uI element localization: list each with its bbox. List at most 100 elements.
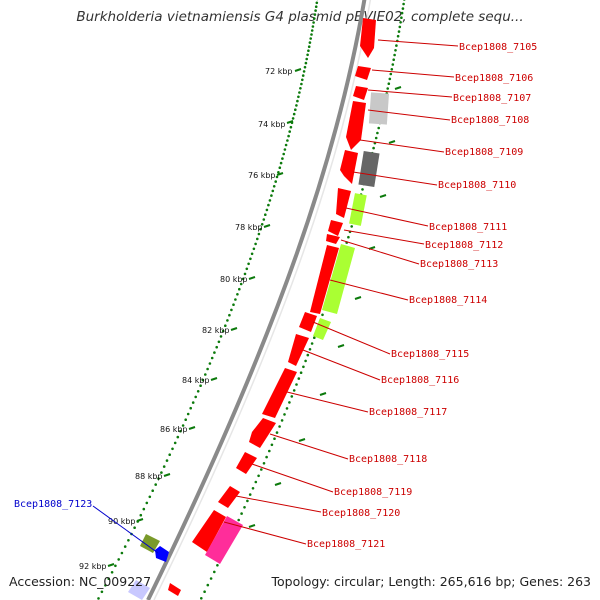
ruler-dot xyxy=(304,61,308,65)
gene-arrow-7121[interactable] xyxy=(192,510,226,552)
gene-label-7123[interactable]: Bcep1808_7123 xyxy=(14,499,92,510)
ruler-dot xyxy=(304,359,307,363)
gene-box-lavender[interactable] xyxy=(128,580,150,600)
gene-arrow-7119[interactable] xyxy=(236,452,257,474)
ruler-dot xyxy=(194,395,197,399)
gene-arrow-7116[interactable] xyxy=(288,334,309,366)
leader-7119 xyxy=(251,463,334,493)
ruler-dot xyxy=(249,257,252,261)
gene-arrow-7120[interactable] xyxy=(218,486,240,508)
ruler-dot xyxy=(298,91,301,94)
gene-label-7105[interactable]: Bcep1808_7105 xyxy=(459,42,537,53)
ruler-dot xyxy=(314,9,317,12)
gene-arrow-7118[interactable] xyxy=(249,418,276,448)
ruler-dot xyxy=(306,353,310,357)
ruler-dot xyxy=(387,82,391,85)
gene-arrow-7123-blue[interactable] xyxy=(155,546,169,562)
ruler-dot xyxy=(168,453,171,457)
gene-label-7109[interactable]: Bcep1808_7109 xyxy=(445,147,523,158)
ruler-tick xyxy=(294,68,302,72)
gene-box-lime-small[interactable] xyxy=(349,193,367,226)
ruler-dot xyxy=(104,584,107,587)
ruler-dot xyxy=(394,49,397,52)
ruler-dot xyxy=(228,313,231,317)
gene-arrow-7110[interactable] xyxy=(336,188,351,218)
ruler-dot xyxy=(397,30,401,33)
gene-arrow-7107[interactable] xyxy=(353,86,368,100)
gene-arrow-7114[interactable] xyxy=(310,245,339,314)
gene-box-gray-dark[interactable] xyxy=(358,150,380,188)
ruler-dot xyxy=(262,462,266,465)
ruler-dot xyxy=(294,108,297,111)
gene-label-7118[interactable]: Bcep1808_7118 xyxy=(349,454,427,465)
gene-arrow-7113[interactable] xyxy=(326,234,340,244)
gene-label-7120[interactable]: Bcep1808_7120 xyxy=(322,508,400,519)
ruler-dot xyxy=(199,384,202,388)
gene-arrow-7115[interactable] xyxy=(299,312,317,332)
gene-box-olive[interactable] xyxy=(140,534,160,553)
leader-7115 xyxy=(312,321,391,355)
ruler-dot xyxy=(284,143,288,147)
ruler-dot xyxy=(189,406,192,410)
tick-label-92kbp: 92 kbp xyxy=(79,562,107,571)
ruler-dot xyxy=(310,342,314,345)
ruler-dot xyxy=(245,267,249,271)
ruler-dot xyxy=(279,161,283,165)
gene-box-lime-large[interactable] xyxy=(322,244,355,314)
ruler-dot xyxy=(313,336,316,340)
gene-label-7111[interactable]: Bcep1808_7111 xyxy=(429,222,507,233)
ruler-dot xyxy=(278,425,281,428)
ruler-dot xyxy=(201,378,205,382)
ruler-tick xyxy=(263,224,271,228)
ruler-dot xyxy=(114,564,117,568)
gene-label-7114[interactable]: Bcep1808_7114 xyxy=(409,295,487,306)
ruler-dot xyxy=(213,570,216,574)
ruler-dot xyxy=(403,0,406,1)
plasmid-backbone xyxy=(146,0,372,600)
ruler-tick xyxy=(163,473,171,477)
leader-7117 xyxy=(286,391,369,413)
ruler-dot xyxy=(232,303,235,307)
leader-7114 xyxy=(329,279,409,301)
leader-7121 xyxy=(223,521,307,545)
ruler-dot xyxy=(282,152,286,156)
leader-7109 xyxy=(359,139,445,153)
gene-label-7108[interactable]: Bcep1808_7108 xyxy=(451,115,529,126)
ruler-dot xyxy=(302,365,305,369)
leader-7111 xyxy=(345,207,429,227)
gene-label-7119[interactable]: Bcep1808_7119 xyxy=(334,487,412,498)
gene-arrow-7109[interactable] xyxy=(340,150,358,184)
gene-label-7112[interactable]: Bcep1808_7112 xyxy=(425,240,503,251)
ruler-dot xyxy=(219,335,223,338)
gene-arrow-7106[interactable] xyxy=(355,66,371,80)
gene-label-7110[interactable]: Bcep1808_7110 xyxy=(438,180,516,191)
ruler-dot xyxy=(274,180,278,183)
ruler-dot xyxy=(234,298,237,301)
ruler-dot xyxy=(314,5,318,8)
ruler-dot xyxy=(139,513,143,517)
gene-arrow-7117[interactable] xyxy=(262,368,297,418)
gene-arrow-7112[interactable] xyxy=(328,220,343,236)
gene-label-7113[interactable]: Bcep1808_7113 xyxy=(420,259,498,270)
ruler-dot xyxy=(221,329,225,333)
gene-label-7107[interactable]: Bcep1808_7107 xyxy=(453,93,531,104)
gene-label-7116[interactable]: Bcep1808_7116 xyxy=(381,375,459,386)
ruler-dot xyxy=(347,235,350,239)
gene-box-pink[interactable] xyxy=(205,516,243,564)
gene-arrow-small-red[interactable] xyxy=(168,583,181,596)
tick-label-78kbp: 78 kbp xyxy=(235,223,263,232)
ruler-tick xyxy=(394,86,402,90)
gene-label-7117[interactable]: Bcep1808_7117 xyxy=(369,407,447,418)
ruler-tick xyxy=(107,563,115,567)
gene-label-7121[interactable]: Bcep1808_7121 xyxy=(307,539,385,550)
ruler-dot xyxy=(226,319,229,322)
gene-arrow-7105[interactable] xyxy=(360,18,376,58)
gene-label-7106[interactable]: Bcep1808_7106 xyxy=(455,73,533,84)
tick-label-88kbp: 88 kbp xyxy=(135,472,163,481)
ruler-dot xyxy=(176,435,180,439)
gene-box-lime-bottom[interactable] xyxy=(313,318,331,340)
gene-label-7115[interactable]: Bcep1808_7115 xyxy=(391,349,469,360)
gene-features xyxy=(128,18,390,600)
gene-box-gray-light[interactable] xyxy=(368,92,390,125)
gene-arrow-7108[interactable] xyxy=(346,101,366,150)
